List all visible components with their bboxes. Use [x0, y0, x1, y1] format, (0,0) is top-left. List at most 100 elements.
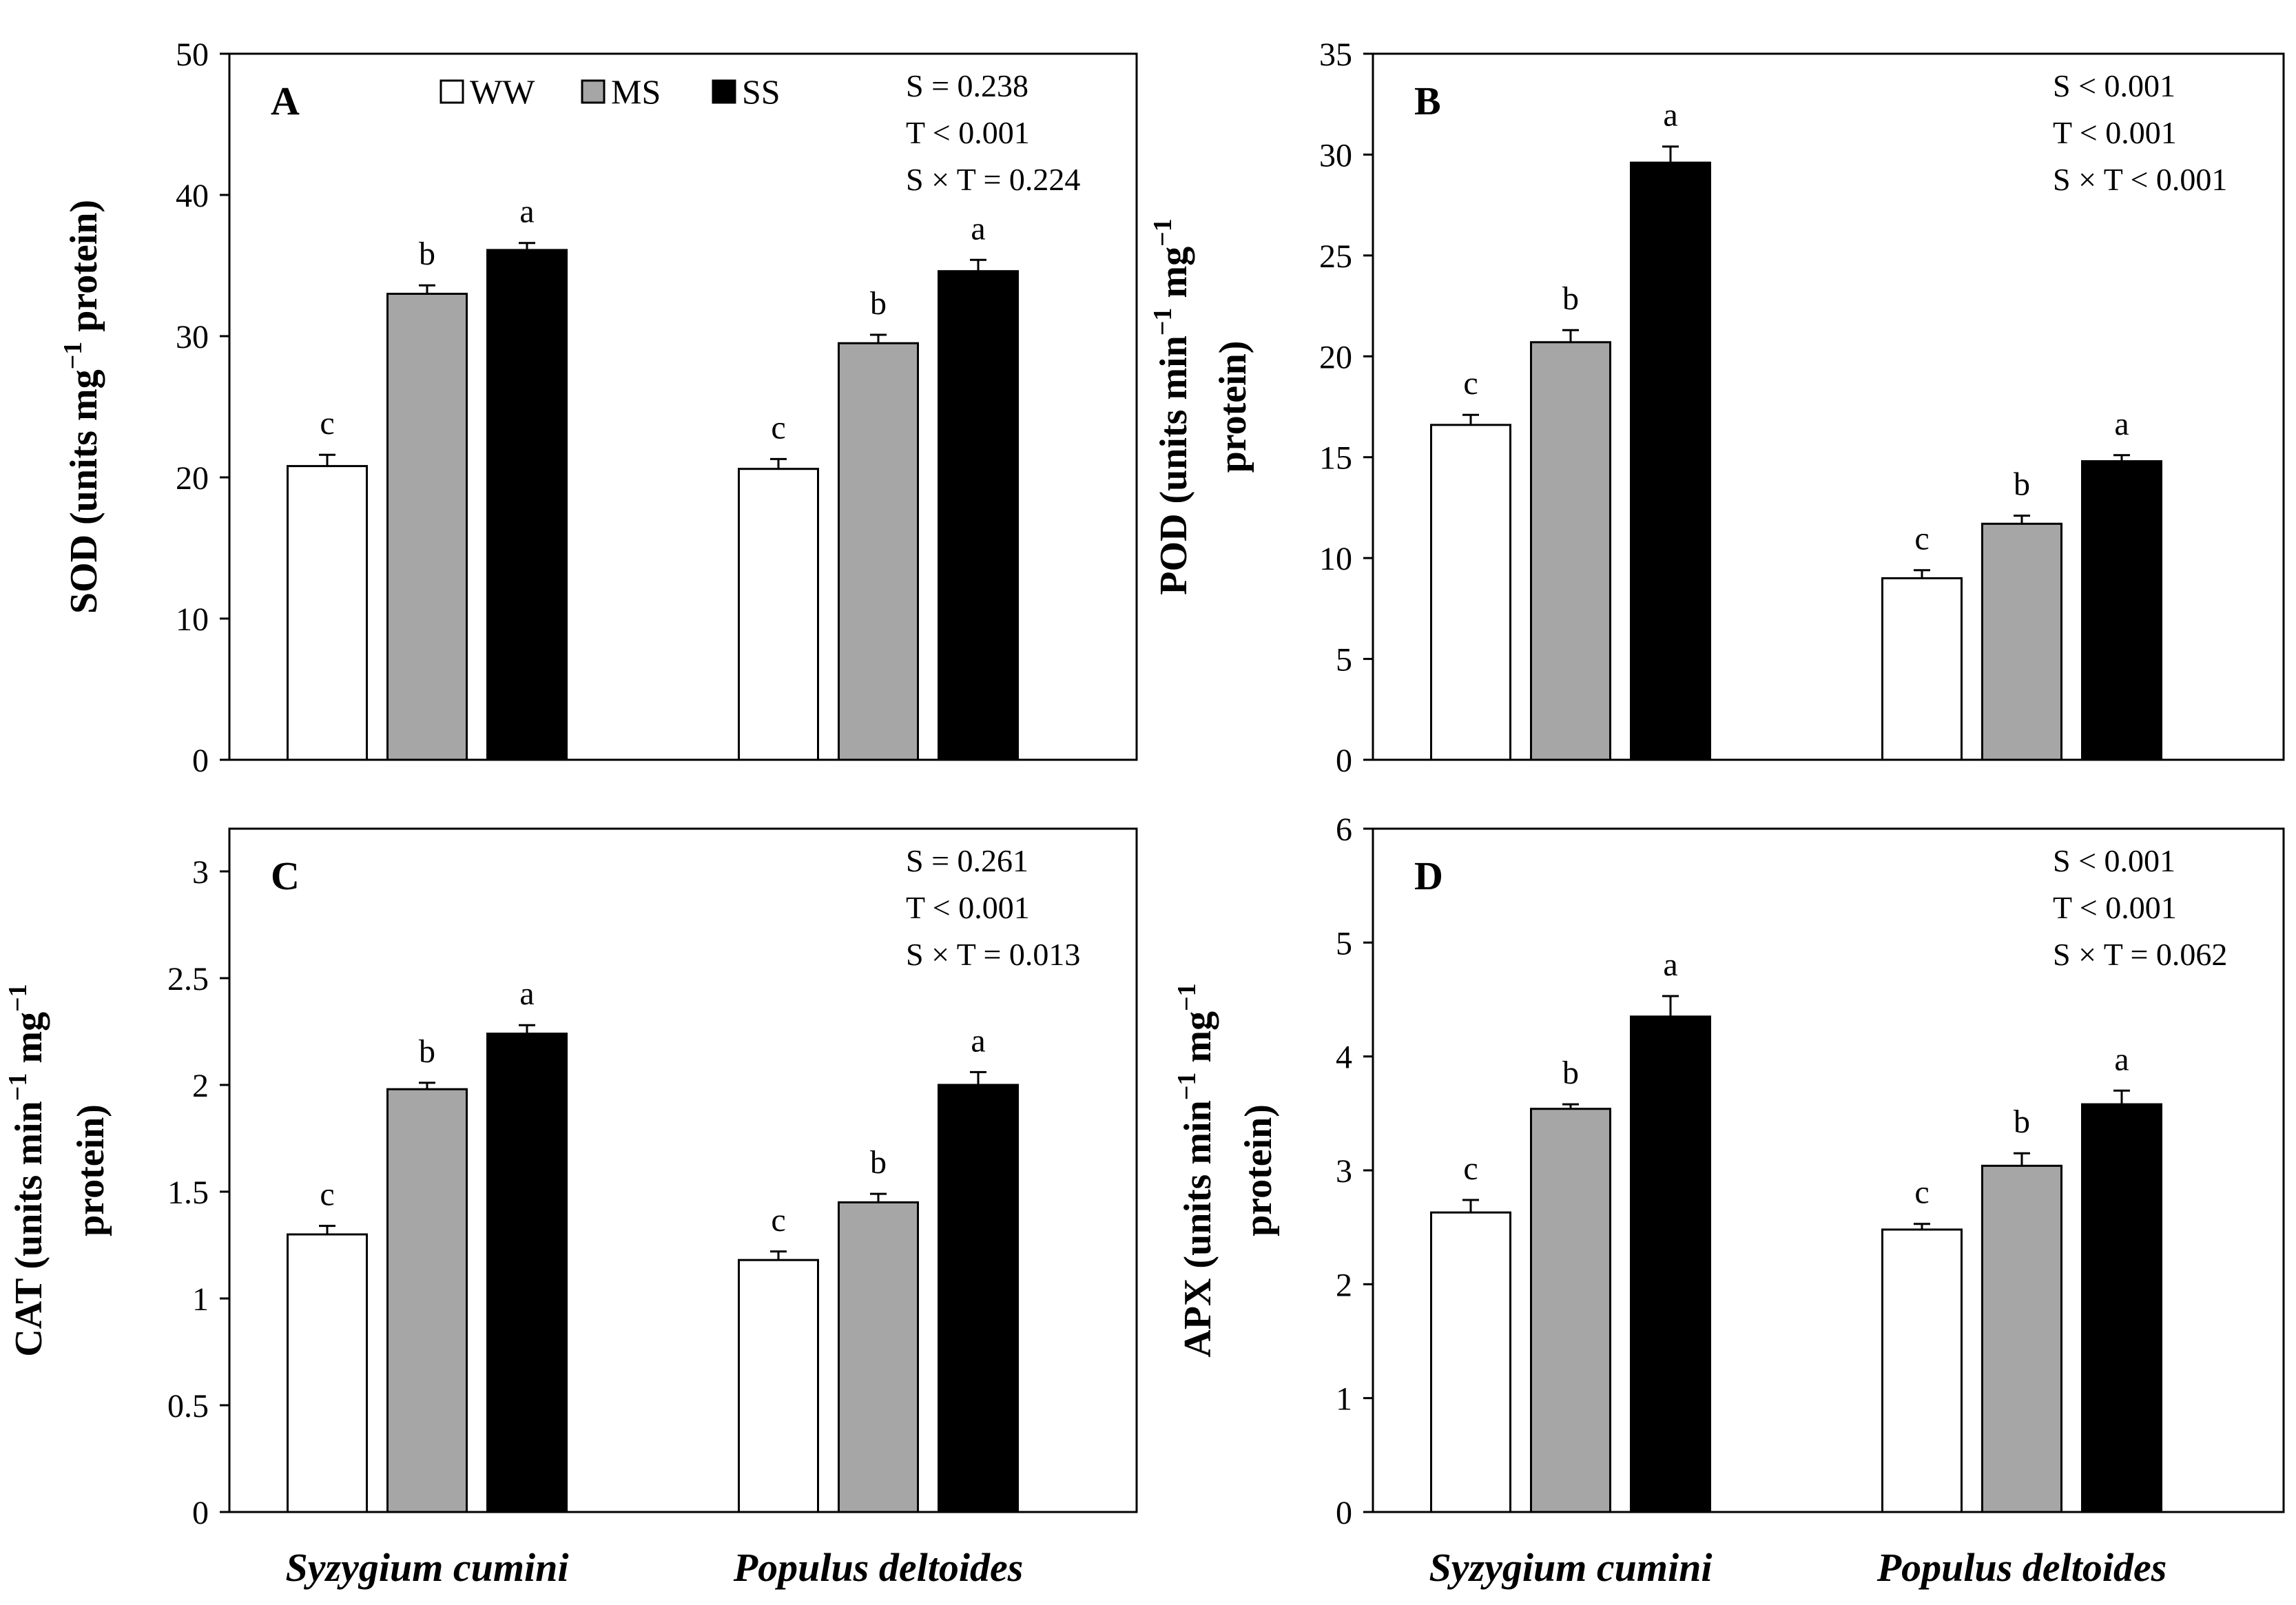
- y-tick-label: 1: [1336, 1381, 1352, 1418]
- stat-text: S × T < 0.001: [2053, 162, 2227, 197]
- significance-letter: a: [2114, 406, 2129, 442]
- y-tick-label: 30: [1319, 137, 1352, 174]
- stat-text: S = 0.238: [906, 68, 1028, 103]
- panel-b: 0 5 10 15 20 25 30 35 POD (units min−1 mg−1 prote…: [1148, 37, 2285, 779]
- panel-label: A: [271, 79, 300, 123]
- x-category-label: Populus deltoides: [1876, 1545, 2167, 1590]
- legend-label: WW: [470, 72, 535, 111]
- legend-swatch-ww: [439, 79, 464, 104]
- significance-letter: a: [2114, 1041, 2129, 1077]
- bar-ss: [2081, 1103, 2162, 1513]
- y-tick-label: 20: [1319, 339, 1352, 375]
- y-tick-label: 6: [1336, 811, 1352, 848]
- y-tick-label: 2: [192, 1068, 209, 1104]
- legend-swatch-ss: [712, 79, 736, 104]
- y-axis-label-line2: protein): [1237, 1104, 1280, 1236]
- significance-letter: a: [971, 1022, 985, 1059]
- bar-ss: [2081, 460, 2162, 761]
- significance-letter: c: [320, 405, 334, 442]
- panel-label: C: [271, 853, 300, 898]
- bar-ms: [386, 1088, 468, 1513]
- y-tick-label: 1: [192, 1281, 209, 1318]
- stat-text: T < 0.001: [2053, 890, 2177, 925]
- bar-ms: [386, 293, 468, 761]
- significance-letter: a: [519, 975, 534, 1012]
- significance-letter: a: [1663, 946, 1677, 983]
- plot-frame: [228, 52, 1138, 761]
- stat-text: S × T = 0.224: [906, 162, 1080, 197]
- significance-letter: b: [419, 1033, 435, 1070]
- bar-ww: [287, 1233, 368, 1513]
- y-tick-label: 0: [1336, 743, 1352, 779]
- bar-ms: [1530, 341, 1611, 761]
- stat-text: T < 0.001: [906, 115, 1030, 150]
- bar-ss: [486, 249, 568, 761]
- y-tick-label: 10: [176, 601, 209, 638]
- panel-label: B: [1414, 79, 1441, 123]
- stat-text: S = 0.261: [906, 843, 1028, 878]
- significance-letter: b: [419, 236, 435, 272]
- y-tick-label: 3: [192, 854, 209, 891]
- y-tick-label: 4: [1336, 1039, 1352, 1076]
- y-tick-label: 0: [192, 1495, 209, 1531]
- bar-ms: [1530, 1108, 1611, 1513]
- stat-text: S × T = 0.013: [906, 937, 1080, 972]
- y-tick-label: 0.5: [167, 1388, 209, 1425]
- significance-letter: b: [1562, 1055, 1579, 1091]
- significance-letter: c: [771, 1202, 785, 1239]
- significance-letter: a: [1663, 97, 1677, 134]
- y-tick-label: 20: [176, 460, 209, 497]
- plot-frame: [228, 827, 1138, 1513]
- y-tick-label: 2: [1336, 1267, 1352, 1303]
- stat-text: T < 0.001: [2053, 115, 2177, 150]
- significance-letter: a: [519, 194, 534, 230]
- y-tick-label: 15: [1319, 440, 1352, 477]
- x-category-label: Populus deltoides: [733, 1545, 1024, 1590]
- significance-letter: a: [971, 210, 985, 247]
- bar-ss: [938, 1084, 1019, 1513]
- bar-ww: [1881, 577, 1963, 761]
- y-tick-label: 40: [176, 178, 209, 214]
- legend-label: MS: [611, 72, 661, 111]
- significance-letter: b: [2014, 466, 2030, 503]
- y-axis-label: POD (units min−1 mg−1: [1148, 218, 1195, 594]
- legend: WW MS SS: [439, 72, 780, 111]
- bar-ww: [287, 465, 368, 761]
- y-tick-label: 25: [1319, 238, 1352, 275]
- significance-letter: b: [870, 285, 887, 322]
- stat-text: S < 0.001: [2053, 68, 2175, 103]
- significance-letter: c: [1463, 1150, 1478, 1187]
- y-axis-label-line2: protein): [1212, 341, 1254, 473]
- y-tick-label: 2.5: [167, 961, 209, 997]
- y-tick-label: 35: [1319, 37, 1352, 73]
- y-tick-label: 50: [176, 37, 209, 73]
- bar-ww: [1430, 424, 1511, 761]
- y-tick-label: 5: [1336, 925, 1352, 962]
- significance-letter: c: [771, 409, 785, 446]
- panel-d: 0 1 2 3 4 5 6 APX (units min−1 mg−1 protein) D S <…: [1172, 811, 2285, 1590]
- y-tick-label: 1.5: [167, 1174, 209, 1211]
- significance-letter: c: [1914, 1174, 1929, 1211]
- bar-ms: [838, 342, 919, 761]
- legend-swatch-ms: [581, 79, 606, 104]
- bar-ss: [486, 1033, 568, 1513]
- y-tick-label: 10: [1319, 541, 1352, 577]
- legend-label: SS: [742, 72, 780, 111]
- significance-letter: b: [1562, 280, 1579, 317]
- bar-ss: [1630, 1015, 1711, 1513]
- panel-label: D: [1414, 853, 1443, 898]
- significance-letter: c: [1914, 521, 1929, 557]
- bar-ww: [1430, 1211, 1511, 1513]
- stat-text: T < 0.001: [906, 890, 1030, 925]
- panel-a: 0 10 20 30 40 50 SOD (units mg−1 protein) A S = …: [59, 37, 1138, 779]
- plot-frame: [1372, 52, 2285, 761]
- y-axis-label: SOD (units mg−1 protein): [59, 200, 105, 614]
- bar-ww: [1881, 1228, 1963, 1513]
- panel-c: 0 0.5 1 1.5 2 2.5 3 CAT (units min−1 mg−1 protei…: [3, 827, 1138, 1590]
- y-axis-label: CAT (units min−1 mg−1: [3, 984, 50, 1356]
- bar-ww: [738, 1259, 819, 1513]
- stat-text: S < 0.001: [2053, 843, 2175, 878]
- x-category-label: Syzygium cumini: [1429, 1545, 1713, 1590]
- y-tick-label: 0: [192, 743, 209, 779]
